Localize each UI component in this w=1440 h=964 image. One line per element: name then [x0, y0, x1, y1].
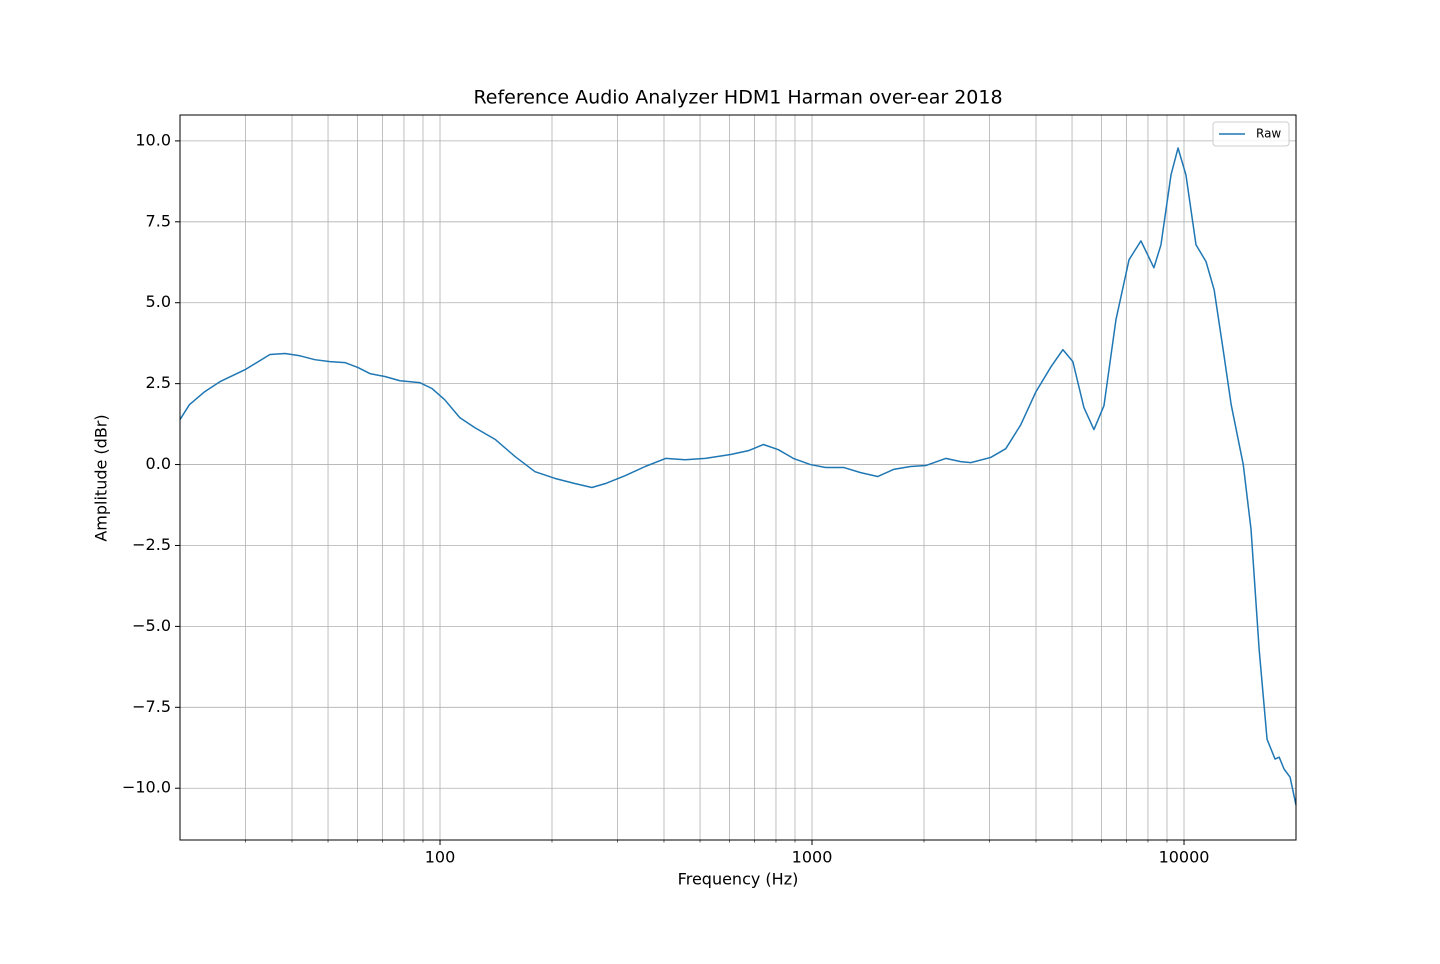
y-tick-label: −10.0 [122, 778, 171, 797]
y-tick-label: 0.0 [146, 454, 171, 473]
y-tick-label: 5.0 [146, 292, 171, 311]
y-tick-label: 10.0 [135, 130, 171, 149]
x-tick-label: 100 [425, 848, 456, 867]
chart-title: Reference Audio Analyzer HDM1 Harman ove… [473, 87, 1002, 109]
y-tick-label: −2.5 [132, 535, 171, 554]
y-tick-label: −5.0 [132, 616, 171, 635]
y-tick-label: 7.5 [146, 211, 171, 230]
data-line [179, 147, 1297, 806]
y-tick-label: 2.5 [146, 373, 171, 392]
x-tick-label: 10000 [1159, 848, 1210, 867]
y-axis-label: Amplitude (dBr) [92, 414, 111, 541]
x-tick-label: 1000 [792, 848, 833, 867]
axes-frame [179, 114, 1297, 841]
legend-label: Raw [1256, 127, 1281, 141]
x-axis-label: Frequency (Hz) [678, 870, 799, 889]
legend-box [1212, 121, 1290, 147]
y-tick-label: −7.5 [132, 697, 171, 716]
